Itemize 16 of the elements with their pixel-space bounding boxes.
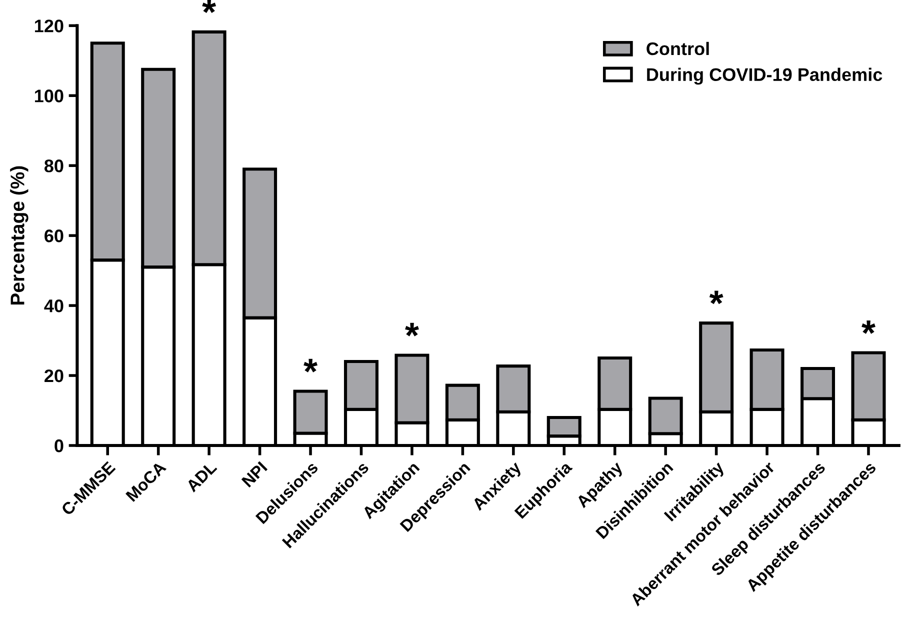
y-tick-label: 120 <box>35 20 64 32</box>
y-tick-label: 20 <box>44 369 64 382</box>
y-tick-label: 80 <box>44 160 64 172</box>
annotation: * <box>304 358 318 372</box>
y-axis-title: Percentage (%) <box>10 166 28 305</box>
y-tick-label: 60 <box>44 230 64 242</box>
legend-label: Control <box>646 42 709 56</box>
y-tick-label: 0 <box>54 439 64 452</box>
y-tick-label: 100 <box>35 90 64 102</box>
y-tick-label: 40 <box>44 299 64 312</box>
x-tick-label: ADL <box>186 460 218 493</box>
legend-label: During COVID-19 Pandemic <box>647 68 882 85</box>
annotation: * <box>862 320 876 334</box>
annotation: * <box>405 322 419 336</box>
annotation: * <box>202 0 216 14</box>
annotation: * <box>709 290 724 304</box>
